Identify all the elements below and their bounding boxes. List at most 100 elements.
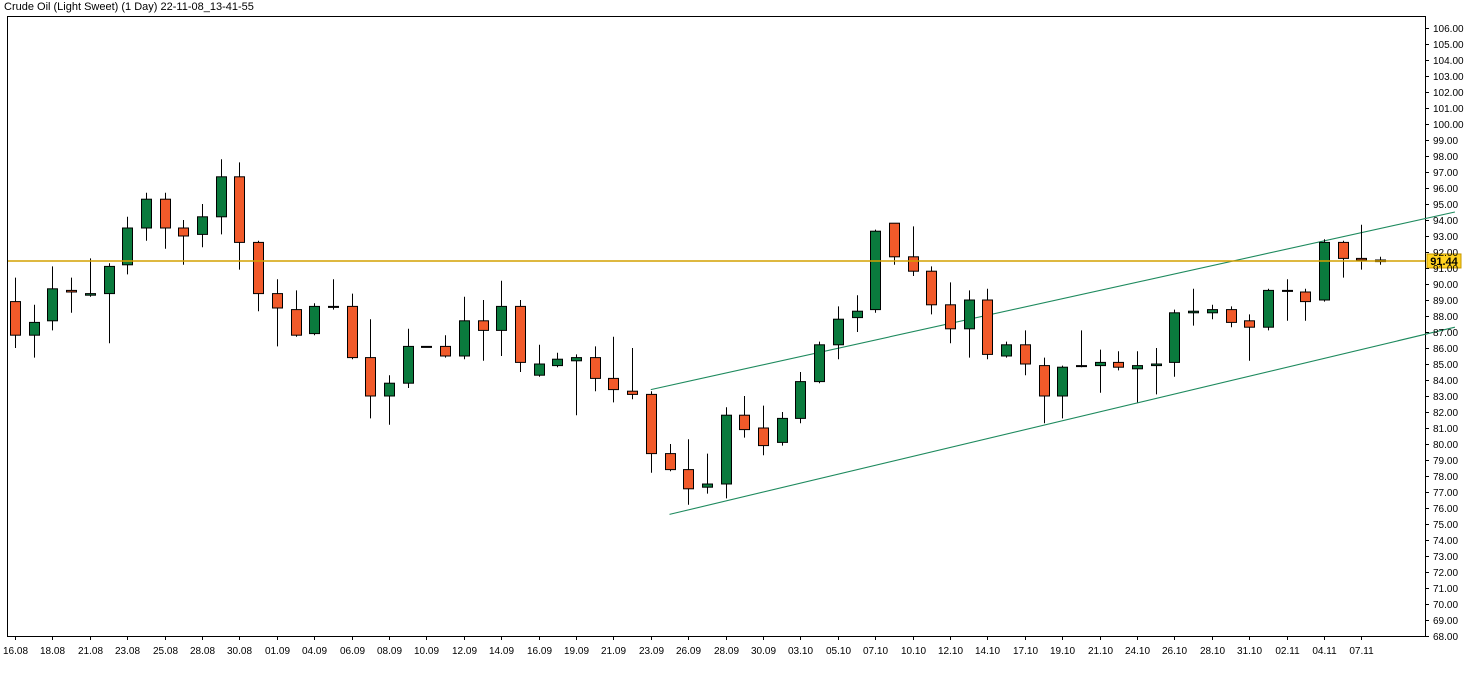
- candle-body: [721, 414, 732, 485]
- x-tick-label: 07.10: [863, 646, 888, 657]
- y-tick-label: 76.00: [1433, 504, 1458, 515]
- y-tick-label: 101.00: [1433, 104, 1464, 115]
- x-tick-label: 16.08: [3, 646, 28, 657]
- x-tick-label: 28.08: [190, 646, 215, 657]
- candle-body: [1132, 365, 1143, 370]
- candle-body: [29, 321, 40, 336]
- x-tick-label: 10.09: [414, 646, 439, 657]
- y-tick-label: 70.00: [1433, 600, 1458, 611]
- x-tick-label: 19.10: [1050, 646, 1075, 657]
- candle-body: [1095, 361, 1106, 367]
- y-tick-label: 96.00: [1433, 184, 1458, 195]
- candle-body: [608, 377, 619, 391]
- candle-body: [1263, 289, 1274, 328]
- x-tick-label: 05.10: [826, 646, 851, 657]
- x-tick-label: 12.10: [938, 646, 963, 657]
- candle-body: [1020, 344, 1031, 365]
- candle-body: [160, 198, 171, 229]
- candle-body: [1039, 365, 1050, 397]
- candle-body: [122, 227, 133, 266]
- candle-body: [178, 227, 189, 237]
- x-tick-label: 21.09: [601, 646, 626, 657]
- candle-body: [795, 381, 806, 419]
- candle-body: [777, 417, 788, 443]
- chart-title: Crude Oil (Light Sweet) (1 Day) 22-11-08…: [4, 1, 254, 13]
- candle-body: [964, 299, 975, 330]
- candle-body: [852, 310, 863, 319]
- candle-body: [590, 357, 601, 379]
- y-tick-label: 91.00: [1433, 264, 1458, 275]
- candle-body: [291, 309, 302, 336]
- candle-body: [1300, 291, 1311, 303]
- candle-body: [1282, 289, 1293, 292]
- y-tick-label: 73.00: [1433, 552, 1458, 563]
- x-tick-label: 03.10: [788, 646, 813, 657]
- candle-body: [141, 198, 152, 229]
- candle-body: [1151, 363, 1162, 367]
- y-tick-label: 94.00: [1433, 216, 1458, 227]
- y-tick-label: 68.00: [1433, 632, 1458, 643]
- x-tick-label: 28.10: [1200, 646, 1225, 657]
- x-tick-label: 30.08: [227, 646, 252, 657]
- candle-body: [627, 390, 638, 395]
- candle-body: [758, 427, 769, 447]
- y-tick-label: 102.00: [1433, 88, 1464, 99]
- candle-body: [945, 304, 956, 330]
- x-tick-label: 04.11: [1312, 646, 1337, 657]
- candle-body: [104, 265, 115, 295]
- x-tick-label: 08.09: [377, 646, 402, 657]
- x-tick-label: 23.09: [639, 646, 664, 657]
- candle-body: [1244, 320, 1255, 328]
- candle-body: [1057, 366, 1068, 397]
- candle-body: [646, 393, 657, 455]
- y-tick-label: 81.00: [1433, 424, 1458, 435]
- plot-frame: [7, 16, 1426, 637]
- candle-body: [347, 305, 358, 359]
- candle-body: [403, 345, 414, 384]
- candle-body: [665, 453, 676, 471]
- y-tick-label: 88.00: [1433, 312, 1458, 323]
- candle-body: [552, 358, 563, 367]
- x-tick-label: 07.11: [1349, 646, 1374, 657]
- y-tick-label: 77.00: [1433, 488, 1458, 499]
- candle-body: [85, 293, 96, 296]
- candle-body: [982, 299, 993, 355]
- x-tick-label: 10.10: [901, 646, 926, 657]
- candle-body: [926, 270, 937, 306]
- y-tick-label: 89.00: [1433, 296, 1458, 307]
- candle-body: [1076, 365, 1087, 368]
- y-tick-label: 103.00: [1433, 72, 1464, 83]
- y-tick-label: 72.00: [1433, 568, 1458, 579]
- candle-body: [1169, 312, 1180, 363]
- x-tick-label: 06.09: [340, 646, 365, 657]
- candle-body: [1113, 361, 1124, 368]
- candle-body: [908, 256, 919, 272]
- x-tick-label: 14.10: [975, 646, 1000, 657]
- x-tick-label: 23.08: [115, 646, 140, 657]
- y-tick-label: 95.00: [1433, 200, 1458, 211]
- y-tick-label: 92.00: [1433, 248, 1458, 259]
- x-tick-label: 19.09: [564, 646, 589, 657]
- candle-body: [683, 469, 694, 490]
- candle-body: [365, 357, 376, 397]
- candle-body: [10, 301, 21, 336]
- candle-body: [440, 345, 451, 357]
- y-tick-label: 74.00: [1433, 536, 1458, 547]
- x-tick-label: 21.10: [1088, 646, 1113, 657]
- x-tick-label: 02.11: [1275, 646, 1300, 657]
- x-tick-label: 14.09: [489, 646, 514, 657]
- candle-body: [1338, 241, 1349, 259]
- candle-body: [1319, 241, 1330, 301]
- y-tick-label: 71.00: [1433, 584, 1458, 595]
- y-tick-label: 90.00: [1433, 280, 1458, 291]
- candle-body: [515, 305, 526, 363]
- candle-body: [384, 382, 395, 397]
- y-tick-label: 83.00: [1433, 392, 1458, 403]
- x-tick-label: 18.08: [40, 646, 65, 657]
- y-tick-label: 100.00: [1433, 120, 1464, 131]
- candle-body: [870, 230, 881, 311]
- candle-body: [534, 363, 545, 376]
- candle-body: [1226, 309, 1237, 323]
- candle-body: [1356, 257, 1367, 261]
- candle-body: [459, 320, 470, 357]
